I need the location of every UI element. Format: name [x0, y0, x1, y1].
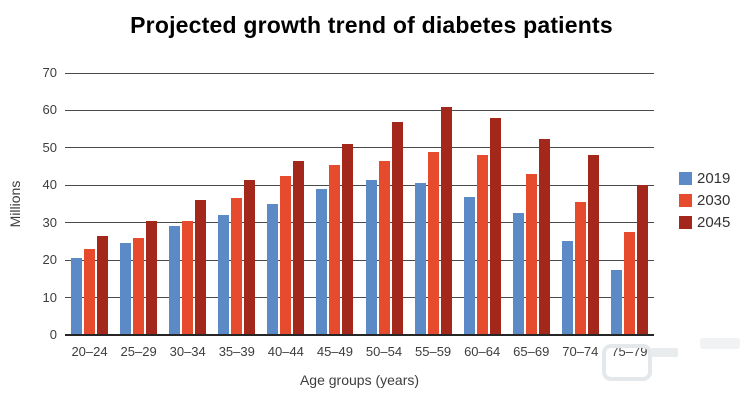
x-tick-65–69: 65–69	[513, 344, 550, 359]
bar-2019-40–44	[267, 204, 279, 335]
x-tick-55–59: 55–59	[415, 344, 452, 359]
bar-2045-35–39	[244, 179, 256, 335]
bar-2045-45–49	[342, 144, 354, 335]
legend-label-2030: 2030	[697, 192, 731, 209]
gridline-30	[65, 222, 654, 224]
legend-swatch-2045	[679, 216, 692, 229]
bar-2030-55–59	[427, 151, 439, 335]
bar-group-55–59	[409, 73, 458, 335]
bar-group-35–39	[212, 73, 261, 335]
bar-group-65–69	[507, 73, 556, 335]
chart-title: Projected growth trend of diabetes patie…	[130, 12, 613, 38]
bar-groups	[65, 73, 654, 335]
bar-group-40–44	[261, 73, 310, 335]
legend-swatch-2019	[679, 172, 692, 185]
bar-2030-50–54	[378, 160, 390, 335]
bar-2030-65–69	[525, 174, 537, 335]
gridline-20	[65, 259, 654, 261]
gridline-10	[65, 297, 654, 299]
y-tick-60: 60	[42, 102, 57, 118]
bar-group-20–24	[65, 73, 114, 335]
bar-2045-25–29	[146, 220, 158, 335]
bar-2045-55–59	[440, 106, 452, 335]
bar-2045-70–74	[587, 155, 599, 335]
y-axis-ticks: 0 10 20 30 40 50 60 70	[0, 65, 57, 342]
bar-2030-60–64	[476, 155, 488, 335]
x-tick-45–49: 45–49	[316, 344, 353, 359]
bar-2030-20–24	[84, 248, 96, 335]
y-tick-40: 40	[42, 177, 57, 193]
bar-2045-75–79	[636, 185, 648, 335]
bar-group-25–29	[114, 73, 163, 335]
x-tick-30–34: 30–34	[169, 344, 206, 359]
bar-2019-75–79	[610, 269, 622, 335]
plot-area	[65, 72, 654, 336]
bar-2045-60–64	[489, 117, 501, 335]
x-tick-60–64: 60–64	[464, 344, 501, 359]
bar-2030-45–49	[329, 164, 341, 335]
bar-2019-70–74	[561, 241, 573, 335]
x-tick-50–54: 50–54	[365, 344, 403, 359]
bar-group-45–49	[310, 73, 359, 335]
bar-2030-35–39	[231, 198, 243, 335]
bar-group-60–64	[458, 73, 507, 335]
legend-item-2019: 2019	[679, 171, 730, 186]
bar-2019-55–59	[414, 183, 426, 335]
bar-2019-65–69	[512, 213, 524, 335]
watermark-logo	[602, 344, 652, 381]
legend-item-2030: 2030	[679, 193, 730, 208]
x-tick-20–24: 20–24	[71, 344, 108, 359]
x-tick-25–29: 25–29	[120, 344, 157, 359]
legend-label-2019: 2019	[697, 170, 731, 187]
bar-2030-40–44	[280, 175, 292, 335]
bar-2030-70–74	[574, 202, 586, 335]
gridline-40	[65, 184, 654, 186]
bar-group-70–74	[556, 73, 605, 335]
bar-group-30–34	[163, 73, 212, 335]
bar-2019-25–29	[120, 243, 132, 335]
y-tick-30: 30	[42, 214, 57, 230]
y-tick-70: 70	[42, 65, 57, 80]
legend: 2019 2030 2045	[679, 171, 730, 230]
y-tick-0: 0	[49, 327, 57, 342]
gridline-50	[65, 147, 654, 149]
x-axis-line	[65, 334, 654, 336]
bar-2019-20–24	[71, 258, 83, 335]
bar-2019-30–34	[169, 226, 181, 335]
bar-2045-50–54	[391, 121, 403, 335]
y-tick-10: 10	[42, 289, 57, 305]
y-tick-20: 20	[42, 252, 57, 268]
legend-item-2045: 2045	[679, 215, 730, 230]
x-tick-40–44: 40–44	[267, 344, 304, 359]
bar-2045-20–24	[97, 235, 109, 335]
watermark-smudge	[700, 338, 740, 349]
bar-2045-30–34	[195, 200, 207, 335]
x-tick-70–74: 70–74	[562, 344, 599, 359]
y-tick-50: 50	[42, 139, 57, 155]
bar-2045-40–44	[293, 160, 305, 335]
bar-2030-30–34	[182, 220, 194, 335]
bar-2030-25–29	[133, 237, 145, 335]
bar-2019-60–64	[463, 196, 475, 335]
gridline-70	[65, 72, 654, 74]
watermark-text-mark	[651, 348, 678, 357]
bar-2045-65–69	[538, 138, 550, 335]
legend-swatch-2030	[679, 194, 692, 207]
bar-2019-35–39	[218, 215, 230, 335]
gridline-60	[65, 109, 654, 111]
bar-2019-50–54	[365, 179, 377, 335]
legend-label-2045: 2045	[697, 214, 731, 231]
bar-2019-45–49	[316, 189, 328, 335]
x-tick-35–39: 35–39	[218, 344, 255, 359]
x-axis-title: Age groups (years)	[299, 372, 420, 388]
bar-2030-75–79	[623, 232, 635, 335]
bar-group-75–79	[605, 73, 654, 335]
bar-group-50–54	[359, 73, 408, 335]
x-axis-labels: 20–24 25–29 30–34 35–39 40–44 45–49 50–54 55–59…	[65, 344, 654, 359]
